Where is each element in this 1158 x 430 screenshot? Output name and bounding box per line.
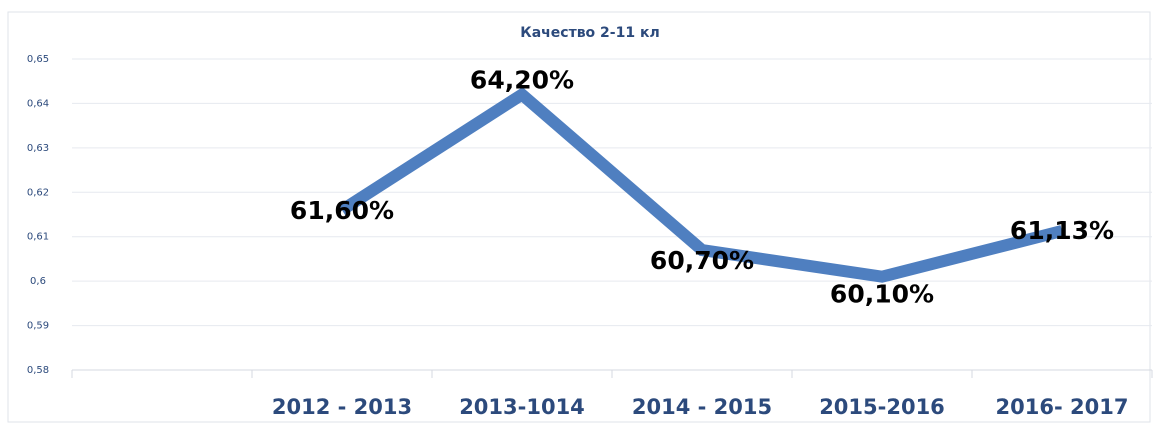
data-label: 60,10% [830,280,934,309]
y-tick-label: 0,65 [27,54,49,65]
x-tick-label: 2014 - 2015 [632,395,772,419]
y-tick-label: 0,62 [27,187,49,198]
x-tick-label: 2013-1014 [459,395,585,419]
data-label: 64,20% [470,66,574,95]
data-label: 61,13% [1010,216,1114,245]
data-label: 61,60% [290,196,394,225]
y-tick-label: 0,58 [27,365,49,376]
y-tick-label: 0,64 [27,98,49,109]
y-tick-label: 0,63 [27,143,49,154]
data-line [338,87,1064,283]
chart-frame [7,11,1151,423]
x-tick-label: 2012 - 2013 [272,395,412,419]
y-tick-label: 0,61 [27,232,49,243]
y-tick-label: 0,6 [30,276,46,287]
x-tick-label: 2016- 2017 [996,395,1129,419]
chart-title: Качество 2-11 кл [520,25,659,41]
x-tick-label: 2015-2016 [819,395,945,419]
data-label: 60,70% [650,246,754,275]
y-tick-label: 0,59 [27,321,49,332]
